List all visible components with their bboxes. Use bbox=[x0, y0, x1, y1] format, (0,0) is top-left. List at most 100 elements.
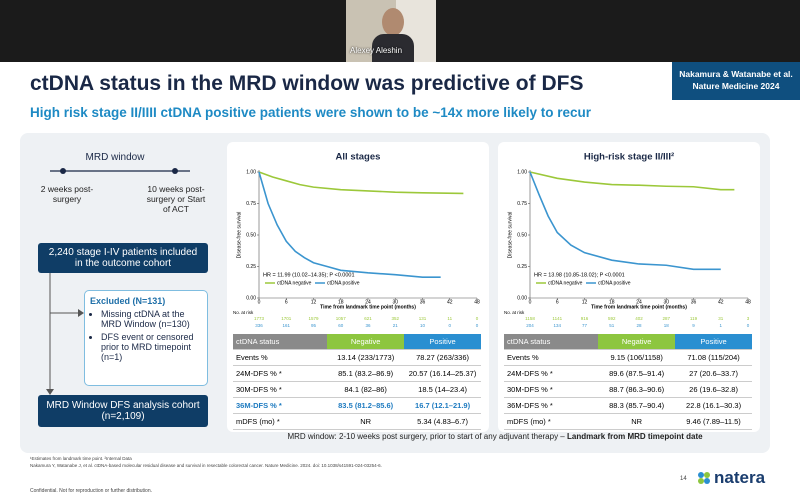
table-cell: mDFS (mo) * bbox=[233, 413, 328, 430]
risk-count: 0 bbox=[448, 323, 451, 328]
x-tick-label: 30 bbox=[392, 299, 398, 305]
x-axis-label: Time from landmark time point (months) bbox=[320, 304, 416, 310]
table-cell: 85.1 (83.2–86.9) bbox=[327, 365, 405, 382]
results-table: ctDNA status Negative Positive Events % 9.15… bbox=[504, 334, 752, 430]
y-tick-label: 0.25 bbox=[517, 264, 527, 270]
table-cell: NR bbox=[327, 413, 405, 430]
y-tick-label: 1.00 bbox=[517, 169, 527, 175]
y-tick-label: 1.00 bbox=[246, 169, 256, 175]
table-cell: 26 (19.6–32.8) bbox=[675, 381, 752, 398]
page-number: 14 bbox=[680, 476, 687, 482]
risk-count: 10 bbox=[420, 323, 426, 328]
excluded-list: Missing ctDNA at the MRD Window (n=130) D… bbox=[90, 309, 202, 362]
risk-count: 1 bbox=[719, 323, 722, 328]
header-cell: ctDNA status bbox=[504, 334, 599, 350]
x-axis-label: Time from landmark time point (months) bbox=[591, 304, 687, 310]
table-row: Events % 13.14 (233/1773) 78.27 (263/336) bbox=[233, 349, 481, 366]
analysis-box: MRD Window DFS analysis cohort (n=2,109) bbox=[38, 395, 208, 427]
x-tick-label: 42 bbox=[718, 299, 724, 305]
table-row: 24M-DFS % * 89.6 (87.5–91.4) 27 (20.6–33.7… bbox=[504, 365, 752, 382]
table-cell: 22.8 (16.1–30.3) bbox=[675, 397, 752, 414]
citation: Nature Medicine 2024 bbox=[692, 81, 780, 91]
x-tick-label: 42 bbox=[447, 299, 453, 305]
annotation: HR = 11.99 (10.02–14.35); P <0.0001 bbox=[263, 272, 355, 278]
risk-count: 402 bbox=[635, 316, 643, 321]
table-cell: 71.08 (115/204) bbox=[675, 349, 752, 366]
chart-title: All stages bbox=[336, 152, 381, 163]
header-cell: ctDNA status bbox=[233, 334, 328, 350]
caption-bold: Landmark from MRD timepoint date bbox=[566, 432, 703, 441]
caption: MRD window: 2-10 weeks post surgery, pri… bbox=[230, 432, 760, 441]
logo: natera bbox=[714, 468, 766, 487]
x-tick-label: 6 bbox=[556, 299, 559, 305]
risk-count: 352 bbox=[391, 316, 399, 321]
timeline-heading: MRD window bbox=[85, 152, 145, 163]
table-cell: Events % bbox=[233, 349, 328, 366]
table-row: mDFS (mo) * NR 9.46 (7.89–11.5) bbox=[504, 413, 752, 430]
y-tick-label: 0.25 bbox=[246, 264, 256, 270]
risk-count: 1057 bbox=[336, 316, 347, 321]
y-tick-label: 0.50 bbox=[517, 232, 527, 238]
risk-count: 0 bbox=[476, 316, 479, 321]
risk-count: 161 bbox=[282, 323, 290, 328]
risk-count: 1141 bbox=[552, 316, 562, 321]
risk-count: 60 bbox=[338, 323, 344, 328]
risk-count: 592 bbox=[608, 316, 616, 321]
legend-label: ctDNA negative bbox=[277, 280, 312, 286]
risk-count: 77 bbox=[582, 323, 588, 328]
table-cell: 9.46 (7.89–11.5) bbox=[675, 413, 752, 430]
risk-count: 336 bbox=[255, 323, 263, 328]
x-tick-label: 48 bbox=[474, 299, 480, 305]
results-table-wrap: ctDNA status Negative Positive Events % 9.15… bbox=[504, 334, 752, 430]
table-row: 24M-DFS % * 85.1 (83.2–86.9) 20.57 (16.14–… bbox=[233, 365, 481, 382]
legend-label: ctDNA positive bbox=[327, 280, 360, 286]
timeline-end: 10 weeks post-surgery or Start of ACT bbox=[146, 184, 206, 214]
x-tick-label: 36 bbox=[691, 299, 697, 305]
table-cell: 20.57 (16.14–25.37) bbox=[404, 365, 481, 382]
risk-label: No. at risk bbox=[504, 310, 525, 315]
x-tick-label: 12 bbox=[582, 299, 588, 305]
table-row: Events % 9.15 (106/1158) 71.08 (115/204) bbox=[504, 349, 752, 366]
caption-text: MRD window: 2-10 weeks post surgery, pri… bbox=[287, 432, 567, 441]
risk-count: 36 bbox=[365, 323, 371, 328]
chart-panel: High-risk stage II/III² Disease-free surv… bbox=[498, 142, 760, 432]
table-cell: 13.14 (233/1773) bbox=[327, 349, 405, 366]
table-cell: NR bbox=[598, 413, 676, 430]
risk-count: 11 bbox=[447, 316, 452, 321]
risk-count: 9 bbox=[692, 323, 695, 328]
x-tick-label: 0 bbox=[258, 299, 261, 305]
results-table: ctDNA status Negative Positive Events % 13.1… bbox=[233, 334, 481, 430]
citation: Nakamura & Watanabe et al. bbox=[679, 69, 793, 79]
y-tick-label: 0.75 bbox=[246, 201, 256, 207]
flow-arrows bbox=[46, 273, 84, 395]
table-cell: 30M-DFS % * bbox=[504, 381, 599, 398]
excluded-title: Excluded (N=131) bbox=[90, 296, 166, 306]
x-tick-label: 0 bbox=[529, 299, 532, 305]
table-cell: 24M-DFS % * bbox=[233, 365, 328, 382]
table-header: ctDNA status Negative Positive bbox=[233, 334, 481, 350]
x-tick-label: 36 bbox=[420, 299, 426, 305]
table-cell: 88.3 (85.7–90.4) bbox=[598, 397, 676, 414]
table-row: 30M-DFS % * 84.1 (82–86) 18.5 (14–23.4) bbox=[233, 381, 481, 398]
risk-count: 621 bbox=[364, 316, 372, 321]
x-tick-label: 18 bbox=[338, 299, 344, 305]
risk-count: 0 bbox=[476, 323, 479, 328]
risk-count: 28 bbox=[636, 323, 642, 328]
excluded-box: Excluded (N=131) Missing ctDNA at the MR… bbox=[84, 290, 208, 386]
table-cell: 36M-DFS % * bbox=[504, 397, 599, 414]
results-table-wrap: ctDNA status Negative Positive Events % 13.1… bbox=[233, 334, 481, 430]
risk-count: 21 bbox=[393, 323, 399, 328]
table-cell: Events % bbox=[504, 349, 599, 366]
annotation: HR = 13.98 (10.85-18.02); P <0.0001 bbox=[534, 272, 625, 278]
citation-box: Nakamura & Watanabe et al. Nature Medici… bbox=[672, 62, 800, 100]
table-cell: 89.6 (87.5–91.4) bbox=[598, 365, 676, 382]
x-tick-label: 6 bbox=[285, 299, 288, 305]
table-row: 36M-DFS % * 88.3 (85.7–90.4) 22.8 (16.1–30… bbox=[504, 397, 752, 414]
header-cell: Negative bbox=[598, 334, 676, 350]
risk-count: 95 bbox=[311, 323, 317, 328]
table-cell: 18.5 (14–23.4) bbox=[404, 381, 481, 398]
timeline bbox=[50, 168, 190, 174]
survival-curve bbox=[258, 171, 441, 279]
chart: High-risk stage II/III² Disease-free surv… bbox=[504, 152, 751, 329]
table-cell: 5.34 (4.83–6.7) bbox=[404, 413, 481, 430]
